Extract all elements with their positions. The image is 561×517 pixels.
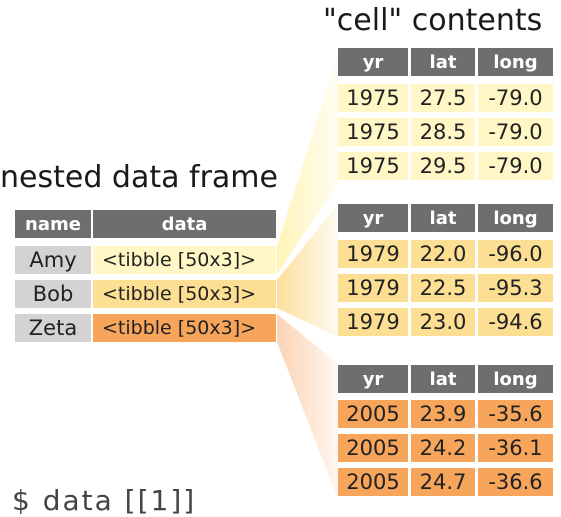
row-name-amy: Amy: [15, 246, 91, 274]
header-name: name: [15, 210, 91, 238]
bob-r1-long: -96.0: [478, 240, 553, 268]
zeta-r2-lat: 24.2: [411, 434, 475, 462]
zeta-r3-yr: 2005: [338, 468, 408, 496]
zeta-header-lat: lat: [411, 365, 475, 393]
zeta-r3-lat: 24.7: [411, 468, 475, 496]
amy-r1-long: -79.0: [478, 84, 553, 112]
bob-r3-yr: 1979: [338, 308, 408, 336]
zeta-header-long: long: [478, 365, 553, 393]
funnel-bob: [277, 204, 338, 337]
zeta-r2-yr: 2005: [338, 434, 408, 462]
amy-header-yr: yr: [338, 48, 408, 76]
zeta-r1-yr: 2005: [338, 400, 408, 428]
bob-r2-long: -95.3: [478, 274, 553, 302]
funnel-zeta: [277, 314, 338, 499]
bob-header-long: long: [478, 204, 553, 232]
row-data-amy: <tibble [50x3]>: [93, 246, 276, 274]
funnel-amy: [277, 55, 338, 274]
header-data: data: [93, 210, 276, 238]
amy-r2-long: -79.0: [478, 118, 553, 146]
row-name-zeta: Zeta: [15, 314, 91, 342]
row-data-bob: <tibble [50x3]>: [93, 280, 276, 308]
amy-header-long: long: [478, 48, 553, 76]
zeta-r1-lat: 23.9: [411, 400, 475, 428]
bob-r2-yr: 1979: [338, 274, 408, 302]
zeta-r3-long: -36.6: [478, 468, 553, 496]
amy-r2-lat: 28.5: [411, 118, 475, 146]
amy-r1-yr: 1975: [338, 84, 408, 112]
connector-funnels: [277, 55, 338, 499]
amy-r3-yr: 1975: [338, 152, 408, 180]
zeta-r1-long: -35.6: [478, 400, 553, 428]
cell-contents-title: "cell" contents: [323, 3, 543, 38]
amy-r3-lat: 29.5: [411, 152, 475, 180]
bob-r2-lat: 22.5: [411, 274, 475, 302]
nested-data-frame-title: nested data frame: [0, 160, 278, 195]
zeta-header-yr: yr: [338, 365, 408, 393]
amy-r3-long: -79.0: [478, 152, 553, 180]
row-name-bob: Bob: [15, 280, 91, 308]
row-data-zeta: <tibble [50x3]>: [93, 314, 276, 342]
bob-r3-lat: 23.0: [411, 308, 475, 336]
bob-r3-long: -94.6: [478, 308, 553, 336]
amy-header-lat: lat: [411, 48, 475, 76]
bob-header-lat: lat: [411, 204, 475, 232]
zeta-r2-long: -36.1: [478, 434, 553, 462]
bob-header-yr: yr: [338, 204, 408, 232]
bob-r1-lat: 22.0: [411, 240, 475, 268]
bob-r1-yr: 1979: [338, 240, 408, 268]
amy-r2-yr: 1975: [338, 118, 408, 146]
amy-r1-lat: 27.5: [411, 84, 475, 112]
